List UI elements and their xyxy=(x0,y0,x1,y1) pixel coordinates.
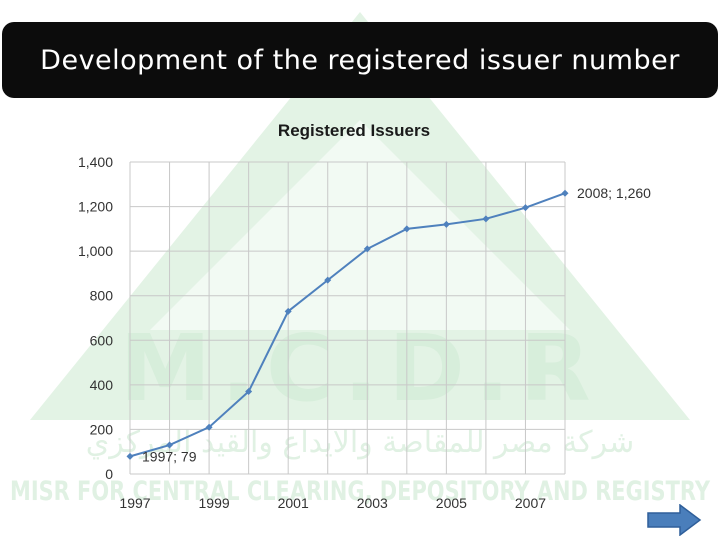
watermark-logo-text: M.C.D.R xyxy=(119,315,600,422)
y-axis-ticks: 0 200 400 600 800 1,000 1,200 1,400 xyxy=(78,154,113,482)
title-bar: Development of the registered issuer num… xyxy=(2,22,718,98)
data-point xyxy=(363,245,371,253)
y-tick-label: 800 xyxy=(90,288,114,304)
x-tick-label: 2001 xyxy=(278,495,309,511)
y-tick-label: 1,000 xyxy=(78,243,113,259)
y-tick-label: 0 xyxy=(105,466,113,482)
chart-grid xyxy=(129,161,566,475)
data-label: 1997; 79 xyxy=(142,448,197,464)
y-tick-label: 400 xyxy=(90,377,114,393)
chart-title: Registered Issuers xyxy=(278,121,430,140)
data-point xyxy=(245,388,253,396)
watermark-english-text: MISR FOR CENTRAL CLEARING, DEPOSITORY AN… xyxy=(10,476,710,507)
x-axis-ticks: 1997 1999 2001 2003 2005 2007 xyxy=(119,495,546,511)
data-point xyxy=(166,441,174,449)
data-point xyxy=(284,307,292,315)
x-tick-label: 2003 xyxy=(357,495,388,511)
right-arrow-icon[interactable] xyxy=(646,504,702,536)
data-point xyxy=(561,189,569,197)
series-line xyxy=(129,192,566,458)
data-point xyxy=(521,204,529,212)
data-point xyxy=(126,452,134,460)
data-point xyxy=(482,215,490,223)
y-tick-label: 200 xyxy=(90,421,114,437)
y-tick-label: 1,400 xyxy=(78,154,113,170)
data-label: 2008; 1,260 xyxy=(577,185,651,201)
chart-annotations: 1997; 79 2008; 1,260 xyxy=(142,185,651,464)
x-tick-label: 2005 xyxy=(436,495,467,511)
data-point xyxy=(205,423,213,431)
data-point xyxy=(442,220,450,228)
series-line-path xyxy=(129,192,566,458)
x-tick-label: 2007 xyxy=(515,495,546,511)
x-tick-label: 1999 xyxy=(199,495,230,511)
series-points xyxy=(126,189,569,460)
data-point xyxy=(403,225,411,233)
page-title: Development of the registered issuer num… xyxy=(40,44,680,76)
x-tick-label: 1997 xyxy=(119,495,150,511)
y-tick-label: 1,200 xyxy=(78,199,113,215)
data-point xyxy=(324,276,332,284)
y-tick-label: 600 xyxy=(90,332,114,348)
